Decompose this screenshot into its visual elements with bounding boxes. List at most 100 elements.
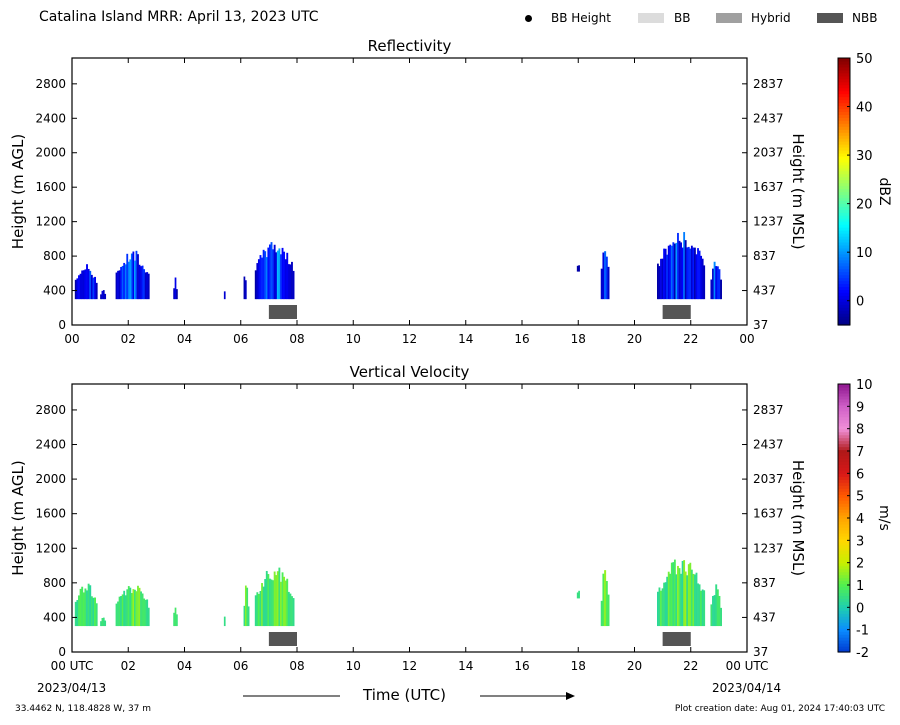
colorbar-segment-reflectivity-47 (838, 182, 850, 187)
colorbar-segment-reflectivity-81 (838, 81, 850, 86)
echo-column-reflectivity-0-4 (81, 270, 84, 300)
colorbar-segment-velocity-25 (838, 574, 850, 579)
echo-column-reflectivity-10-3 (715, 266, 718, 300)
colorbar-segment-velocity-19 (838, 592, 850, 597)
nbb-bar-velocity-1 (662, 632, 691, 646)
colorbar-segment-velocity-33 (838, 550, 850, 555)
colorbar-segment-reflectivity-28 (838, 238, 850, 243)
echo-column-velocity-0-12 (94, 597, 97, 627)
colorbar-segment-velocity-0 (838, 649, 850, 653)
echo-column-reflectivity-5-1 (244, 280, 247, 300)
echo-column-reflectivity-9-17 (683, 232, 686, 300)
echo-column-reflectivity-6-6 (264, 251, 267, 300)
colorbar-segment-velocity-50 (838, 500, 850, 504)
echo-column-reflectivity-9-20 (687, 246, 690, 300)
colorbar-segment-velocity-10 (838, 619, 850, 623)
colorbar-segment-reflectivity-46 (838, 185, 850, 190)
y-tick-label-right-velocity-5: 2037 (753, 472, 784, 486)
colorbar-tick-label-velocity-5: 3 (856, 534, 864, 549)
echo-column-velocity-1-3 (104, 620, 107, 627)
echo-column-velocity-2-13 (135, 591, 138, 627)
echo-column-velocity-9-9 (670, 562, 673, 627)
echo-column-velocity-9-23 (692, 573, 695, 627)
end-date-label: 2023/04/14 (712, 681, 782, 695)
colorbar-segment-velocity-79 (838, 413, 850, 418)
y-tick-label-right-velocity-3: 1237 (753, 541, 784, 555)
x-axis-label: Time (UTC) (363, 686, 446, 704)
echo-column-reflectivity-6-1 (256, 263, 259, 300)
y-tick-label-reflectivity-6: 2400 (35, 111, 66, 125)
y-tick-label-velocity-6: 2400 (35, 438, 66, 452)
colorbar-segment-velocity-75 (838, 425, 850, 430)
echo-column-velocity-9-18 (684, 571, 687, 627)
colorbar-tick-label-velocity-8: 6 (856, 467, 864, 482)
colorbar-segment-velocity-43 (838, 520, 850, 525)
echo-column-velocity-8-2 (604, 570, 607, 627)
echo-column-velocity-6-16 (280, 581, 282, 627)
colorbar-segment-reflectivity-82 (838, 78, 850, 83)
colorbar-segment-reflectivity-11 (838, 289, 850, 293)
echo-column-reflectivity-6-23 (291, 261, 293, 300)
colorbar-tick-label-velocity-9: 7 (856, 445, 864, 460)
colorbar-segment-reflectivity-87 (838, 63, 850, 68)
echo-column-reflectivity-6-10 (270, 242, 273, 300)
echo-column-velocity-9-5 (664, 582, 667, 627)
colorbar-segment-velocity-66 (838, 452, 850, 457)
echo-column-velocity-2-6 (124, 595, 127, 627)
colorbar-segment-reflectivity-38 (838, 209, 850, 213)
echo-column-reflectivity-0-10 (90, 274, 93, 300)
colorbar-segment-reflectivity-60 (838, 144, 850, 148)
legend-swatch-bb (638, 13, 664, 23)
y-tick-label-right-reflectivity-7: 2837 (753, 77, 784, 91)
echo-column-velocity-9-1 (658, 587, 661, 627)
echo-column-velocity-6-18 (283, 576, 286, 627)
x-tick-label-reflectivity-10: 20 (627, 332, 642, 346)
echo-column-reflectivity-9-4 (663, 248, 666, 300)
echo-column-velocity-2-4 (121, 594, 124, 627)
colorbar-tick-label-reflectivity-0: 0 (856, 295, 864, 310)
colorbar-segment-reflectivity-51 (838, 170, 850, 175)
echo-column-velocity-9-11 (673, 559, 676, 627)
echo-column-velocity-6-0 (254, 595, 257, 627)
colorbar-segment-velocity-86 (838, 392, 850, 397)
colorbar-segment-velocity-24 (838, 577, 850, 582)
echo-column-velocity-6-17 (281, 572, 284, 627)
echo-column-reflectivity-6-14 (276, 250, 279, 300)
echo-column-reflectivity-9-25 (695, 254, 698, 300)
echo-column-velocity-6-22 (289, 593, 292, 627)
echo-column-reflectivity-8-2 (604, 251, 607, 300)
colorbar-segment-reflectivity-19 (838, 265, 850, 270)
colorbar-segment-velocity-68 (838, 446, 850, 451)
colorbar-segment-velocity-6 (838, 631, 850, 635)
colorbar-segment-reflectivity-10 (838, 292, 850, 296)
colorbar-segment-reflectivity-16 (838, 274, 850, 279)
colorbar-segment-reflectivity-40 (838, 203, 850, 207)
colorbar-segment-velocity-62 (838, 464, 850, 468)
colorbar-segment-reflectivity-0 (838, 322, 850, 326)
echo-column-velocity-10-5 (718, 595, 721, 627)
echo-column-reflectivity-9-12 (675, 242, 678, 300)
colorbar-segment-velocity-70 (838, 440, 850, 445)
y-tick-label-reflectivity-1: 400 (43, 284, 66, 298)
echo-column-reflectivity-2-0 (115, 272, 118, 300)
echo-column-reflectivity-0-13 (95, 282, 98, 300)
echo-column-velocity-2-14 (137, 585, 139, 627)
y-tick-label-velocity-5: 2000 (35, 472, 66, 486)
echo-column-reflectivity-1-2 (102, 290, 105, 300)
colorbar-segment-reflectivity-35 (838, 218, 850, 222)
echo-column-velocity-6-6 (264, 579, 267, 627)
colorbar-segment-velocity-45 (838, 515, 850, 519)
colorbar-segment-velocity-44 (838, 518, 850, 522)
echo-column-reflectivity-2-4 (121, 265, 124, 300)
echo-column-velocity-0-4 (81, 586, 84, 627)
echo-column-velocity-8-1 (602, 573, 605, 627)
echo-column-velocity-10-4 (716, 589, 719, 627)
colorbar-segment-velocity-27 (838, 568, 850, 573)
echo-column-reflectivity-9-0 (657, 263, 659, 300)
echo-column-reflectivity-3-2 (176, 289, 178, 300)
echo-column-reflectivity-6-24 (292, 270, 295, 300)
echo-column-reflectivity-2-17 (141, 265, 144, 300)
echo-column-reflectivity-9-30 (703, 265, 706, 300)
colorbar-segment-velocity-83 (838, 401, 850, 406)
colorbar-segment-reflectivity-12 (838, 286, 850, 290)
